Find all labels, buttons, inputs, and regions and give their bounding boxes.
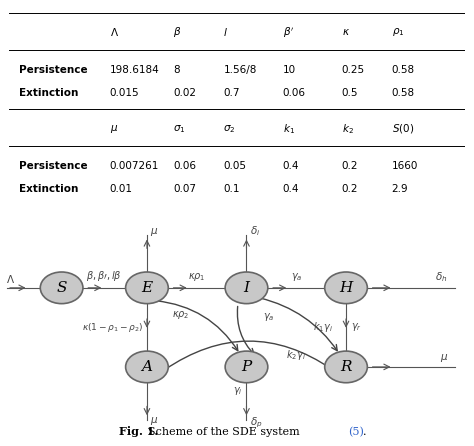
Text: 10: 10 bbox=[283, 65, 296, 75]
Text: $\kappa\rho_2$: $\kappa\rho_2$ bbox=[172, 309, 190, 321]
Text: 1.56/8: 1.56/8 bbox=[223, 65, 257, 75]
Ellipse shape bbox=[126, 272, 168, 304]
Text: $\delta_i$: $\delta_i$ bbox=[250, 224, 260, 238]
Text: $l$: $l$ bbox=[223, 26, 228, 38]
Text: $\mu$: $\mu$ bbox=[440, 351, 448, 363]
Text: $k_2\gamma_i$: $k_2\gamma_i$ bbox=[286, 348, 306, 362]
Text: R: R bbox=[340, 360, 352, 374]
Text: $\gamma_i$: $\gamma_i$ bbox=[233, 385, 243, 397]
Text: 0.25: 0.25 bbox=[342, 65, 365, 75]
Text: (5): (5) bbox=[348, 426, 364, 437]
Text: 8: 8 bbox=[173, 65, 180, 75]
Text: 0.01: 0.01 bbox=[109, 185, 133, 194]
Ellipse shape bbox=[225, 351, 268, 383]
Text: 0.2: 0.2 bbox=[342, 161, 358, 171]
Ellipse shape bbox=[325, 351, 367, 383]
Text: 0.58: 0.58 bbox=[392, 65, 415, 75]
Text: $\beta'$: $\beta'$ bbox=[283, 25, 294, 40]
Text: 0.58: 0.58 bbox=[392, 88, 415, 98]
Text: I: I bbox=[244, 281, 249, 295]
Text: $\mu$: $\mu$ bbox=[150, 226, 158, 238]
Text: 0.2: 0.2 bbox=[342, 185, 358, 194]
Text: 0.015: 0.015 bbox=[109, 88, 139, 98]
Text: $\Lambda$: $\Lambda$ bbox=[6, 273, 15, 285]
Text: E: E bbox=[141, 281, 153, 295]
Text: $\gamma_a$: $\gamma_a$ bbox=[291, 271, 302, 283]
Text: $\kappa$: $\kappa$ bbox=[342, 28, 350, 37]
Text: A: A bbox=[141, 360, 153, 374]
Ellipse shape bbox=[126, 351, 168, 383]
Text: $k_1$: $k_1$ bbox=[283, 122, 294, 136]
Text: 0.7: 0.7 bbox=[223, 88, 240, 98]
Ellipse shape bbox=[40, 272, 83, 304]
Text: 0.007261: 0.007261 bbox=[109, 161, 159, 171]
Text: $\delta_h$: $\delta_h$ bbox=[436, 271, 448, 285]
Text: $\Lambda$: $\Lambda$ bbox=[109, 26, 118, 38]
Text: $\kappa\rho_1$: $\kappa\rho_1$ bbox=[188, 271, 206, 283]
Text: P: P bbox=[241, 360, 252, 374]
Text: Extinction: Extinction bbox=[18, 185, 78, 194]
Text: $\sigma_1$: $\sigma_1$ bbox=[173, 123, 186, 135]
Text: 0.07: 0.07 bbox=[173, 185, 196, 194]
Text: $\rho_1$: $\rho_1$ bbox=[392, 26, 404, 38]
Text: $\gamma_a$: $\gamma_a$ bbox=[263, 311, 274, 323]
Text: 2.9: 2.9 bbox=[392, 185, 408, 194]
Text: Scheme of the SDE system: Scheme of the SDE system bbox=[148, 427, 300, 437]
Text: $\gamma_r$: $\gamma_r$ bbox=[351, 322, 362, 333]
Text: Persistence: Persistence bbox=[18, 161, 87, 171]
Text: $\mu$: $\mu$ bbox=[150, 415, 158, 427]
Text: $k_1\gamma_i$: $k_1\gamma_i$ bbox=[313, 320, 333, 334]
Text: 198.6184: 198.6184 bbox=[109, 65, 159, 75]
Text: $\sigma_2$: $\sigma_2$ bbox=[223, 123, 236, 135]
Text: Fig. 1.: Fig. 1. bbox=[118, 426, 158, 437]
Text: Extinction: Extinction bbox=[18, 88, 78, 98]
Text: H: H bbox=[339, 281, 353, 295]
Text: $\kappa(1-\rho_1-\rho_2)$: $\kappa(1-\rho_1-\rho_2)$ bbox=[82, 321, 143, 334]
Text: $\mu$: $\mu$ bbox=[109, 123, 118, 135]
Text: 0.4: 0.4 bbox=[283, 185, 299, 194]
Text: $k_2$: $k_2$ bbox=[342, 122, 354, 136]
Text: Persistence: Persistence bbox=[18, 65, 87, 75]
Text: .: . bbox=[363, 427, 366, 437]
Text: $\delta_p$: $\delta_p$ bbox=[250, 415, 263, 429]
Text: 1660: 1660 bbox=[392, 161, 418, 171]
Ellipse shape bbox=[325, 272, 367, 304]
Text: $\beta$: $\beta$ bbox=[173, 25, 182, 39]
Text: $\beta, \beta\prime, l\beta$: $\beta, \beta\prime, l\beta$ bbox=[86, 269, 122, 283]
Text: 0.02: 0.02 bbox=[173, 88, 196, 98]
Ellipse shape bbox=[225, 272, 268, 304]
Text: 0.5: 0.5 bbox=[342, 88, 358, 98]
Text: 0.06: 0.06 bbox=[173, 161, 196, 171]
Text: 0.06: 0.06 bbox=[283, 88, 306, 98]
Text: $S(0)$: $S(0)$ bbox=[392, 122, 414, 135]
Text: S: S bbox=[56, 281, 67, 295]
Text: 0.05: 0.05 bbox=[223, 161, 246, 171]
Text: 0.1: 0.1 bbox=[223, 185, 240, 194]
Text: 0.4: 0.4 bbox=[283, 161, 299, 171]
